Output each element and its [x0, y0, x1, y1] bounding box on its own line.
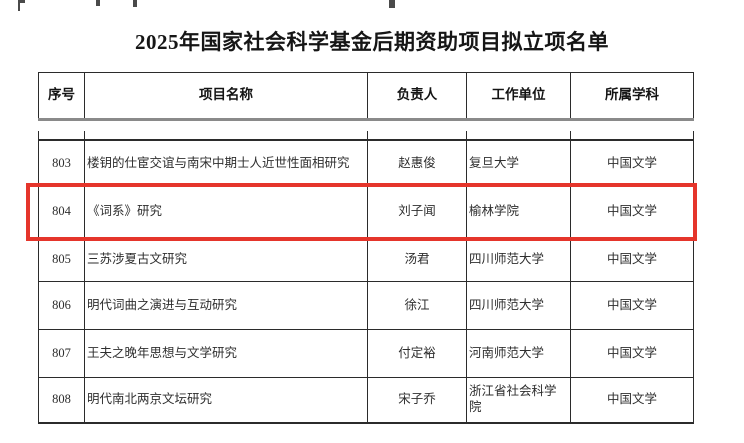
col-header-unit: 工作单位	[466, 72, 571, 121]
cell-project: 三苏涉夏古文研究	[84, 237, 368, 282]
cell-leader: 付定裕	[367, 329, 467, 378]
project-table-body: 803 楼钥的仕宦交谊与南宋中期士人近世性面相研究 赵惠俊 复旦大学 中国文学 …	[38, 131, 694, 424]
cell-leader: 汤君	[367, 237, 467, 282]
cell-serial: 803	[38, 139, 85, 187]
cell-leader: 刘子闻	[367, 186, 467, 238]
cell-subject: 中国文学	[570, 237, 694, 282]
cut-off-row-artifact	[389, 0, 395, 8]
cell-project: 楼钥的仕宦交谊与南宋中期士人近世性面相研究	[84, 139, 368, 187]
col-header-leader: 负责人	[367, 72, 467, 121]
table-row-807: 807 王夫之晚年思想与文学研究 付定裕 河南师范大学 中国文学	[38, 329, 694, 378]
partial-row-sliver	[38, 131, 694, 141]
cell-project: 王夫之晚年思想与文学研究	[84, 329, 368, 378]
cell-serial: 805	[38, 237, 85, 282]
table-row-803: 803 楼钥的仕宦交谊与南宋中期士人近世性面相研究 赵惠俊 复旦大学 中国文学	[38, 139, 694, 187]
col-header-serial: 序号	[38, 72, 85, 121]
cell-subject: 中国文学	[570, 377, 694, 424]
cell-subject: 中国文学	[570, 139, 694, 187]
cell-serial: 806	[38, 281, 85, 330]
col-header-project: 项目名称	[84, 72, 368, 121]
cell-unit: 复旦大学	[466, 139, 571, 187]
cut-off-row-artifact	[133, 0, 137, 7]
cell-leader: 赵惠俊	[367, 139, 467, 187]
table-row-804-highlighted: 804 《词系》研究 刘子闻 榆林学院 中国文学	[38, 186, 694, 238]
cell-subject: 中国文学	[570, 329, 694, 378]
cell-leader: 徐江	[367, 281, 467, 330]
cell-subject: 中国文学	[570, 281, 694, 330]
cell-project: 明代南北两京文坛研究	[84, 377, 368, 424]
cell-unit: 榆林学院	[466, 186, 571, 238]
cell-project: 明代词曲之演进与互动研究	[84, 281, 368, 330]
cut-off-row-artifact	[96, 0, 100, 6]
cut-off-row-artifact	[18, 0, 25, 3]
cell-unit: 河南师范大学	[466, 329, 571, 378]
table-row-808: 808 明代南北两京文坛研究 宋子乔 浙江省社会科学院 中国文学	[38, 377, 694, 424]
cell-unit: 四川师范大学	[466, 281, 571, 330]
cell-unit: 浙江省社会科学院	[466, 377, 571, 424]
table-row-806: 806 明代词曲之演进与互动研究 徐江 四川师范大学 中国文学	[38, 281, 694, 330]
cell-leader: 宋子乔	[367, 377, 467, 424]
cell-project: 《词系》研究	[84, 186, 368, 238]
cut-off-row-artifact	[18, 0, 20, 11]
project-table-header: 序号 项目名称 负责人 工作单位 所属学科	[38, 72, 694, 121]
page-title: 2025年国家社会科学基金后期资助项目拟立项名单	[135, 30, 609, 54]
cell-subject: 中国文学	[570, 186, 694, 238]
cell-serial: 804	[38, 186, 85, 238]
table-row-805: 805 三苏涉夏古文研究 汤君 四川师范大学 中国文学	[38, 237, 694, 282]
cell-serial: 807	[38, 329, 85, 378]
cell-serial: 808	[38, 377, 85, 424]
col-header-subject: 所属学科	[570, 72, 694, 121]
table-header-row: 序号 项目名称 负责人 工作单位 所属学科	[38, 72, 694, 121]
cell-unit: 四川师范大学	[466, 237, 571, 282]
